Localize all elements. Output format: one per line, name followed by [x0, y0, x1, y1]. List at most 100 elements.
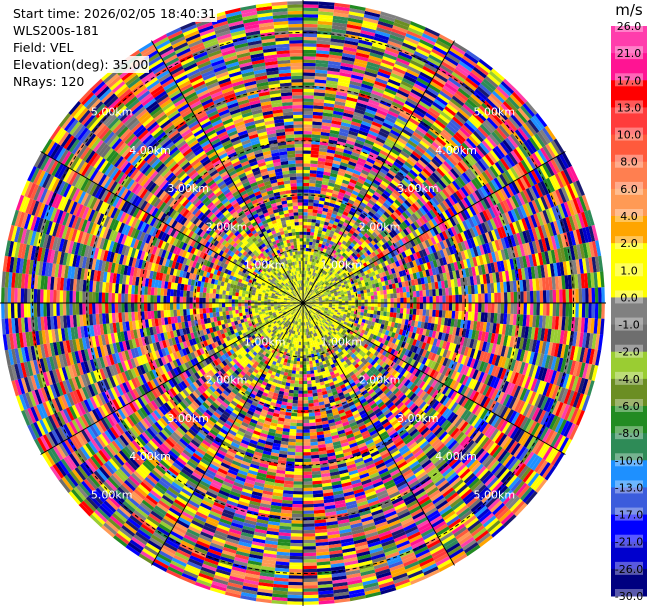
velocity-bin	[339, 206, 346, 212]
velocity-bin	[546, 290, 550, 303]
velocity-bin	[377, 306, 381, 312]
velocity-bin	[315, 242, 319, 247]
velocity-bin	[324, 93, 336, 98]
velocity-bin	[375, 30, 391, 38]
velocity-bin	[329, 202, 336, 208]
velocity-bin	[303, 238, 307, 242]
velocity-bin	[324, 161, 333, 167]
velocity-bin	[384, 298, 388, 303]
velocity-bin	[546, 303, 550, 316]
velocity-bin	[367, 309, 371, 314]
velocity-bin	[312, 127, 322, 132]
velocity-bin	[585, 288, 589, 303]
velocity-bin	[322, 270, 326, 275]
velocity-bin	[318, 11, 334, 16]
velocity-bin	[313, 235, 318, 240]
velocity-bin	[371, 299, 375, 303]
velocity-bin	[356, 160, 366, 167]
velocity-bin	[367, 306, 372, 311]
velocity-bin	[303, 215, 308, 219]
velocity-bin	[406, 97, 419, 107]
velocity-bin	[303, 299, 304, 303]
velocity-bin	[386, 307, 391, 313]
velocity-bin	[307, 274, 310, 278]
velocity-bin	[366, 202, 374, 209]
velocity-bin	[315, 252, 320, 257]
velocity-bin	[304, 293, 306, 297]
velocity-bin	[339, 188, 346, 194]
velocity-bin	[373, 161, 383, 168]
velocity-bin	[386, 81, 400, 90]
velocity-bin	[327, 225, 333, 231]
velocity-bin	[333, 12, 349, 18]
velocity-bin	[303, 43, 317, 47]
velocity-bin	[568, 303, 573, 318]
velocity-bin	[315, 262, 319, 267]
velocity-bin	[412, 86, 425, 95]
velocity-bin	[305, 244, 310, 249]
velocity-bin	[347, 213, 354, 219]
velocity-bin	[389, 34, 405, 43]
velocity-bin	[377, 298, 381, 303]
velocity-bin	[307, 218, 312, 223]
velocity-bin	[428, 83, 441, 94]
velocity-bin	[316, 170, 324, 175]
velocity-bin	[384, 159, 394, 167]
velocity-bin	[353, 187, 361, 194]
velocity-bin	[366, 175, 375, 183]
velocity-bin	[304, 264, 308, 268]
velocity-bin	[350, 124, 361, 131]
velocity-bin	[500, 303, 505, 314]
velocity-bin	[306, 225, 312, 229]
velocity-bin	[344, 36, 359, 43]
velocity-bin	[334, 180, 343, 186]
velocity-bin	[353, 169, 362, 176]
velocity-bin	[355, 105, 367, 112]
velocity-bin	[342, 222, 349, 228]
velocity-bin	[303, 33, 318, 38]
velocity-bin	[315, 56, 329, 61]
velocity-bin	[449, 47, 464, 58]
velocity-bin	[343, 237, 349, 243]
velocity-bin	[389, 312, 394, 318]
velocity-bin	[341, 214, 348, 220]
velocity-bin	[337, 209, 344, 214]
velocity-bin	[478, 293, 482, 303]
velocity-bin	[383, 90, 396, 99]
velocity-bin	[392, 123, 404, 132]
velocity-bin	[366, 157, 376, 165]
velocity-bin	[368, 130, 379, 137]
velocity-bin	[313, 105, 324, 110]
velocity-bin	[318, 264, 323, 269]
velocity-bin	[416, 103, 429, 113]
velocity-bin	[380, 11, 397, 19]
velocity-bin	[335, 177, 344, 183]
velocity-bin	[303, 98, 314, 102]
velocity-bin	[358, 39, 373, 46]
velocity-bin	[325, 256, 329, 261]
velocity-bin	[303, 296, 305, 300]
velocity-bin	[312, 238, 317, 243]
velocity-bin	[380, 307, 384, 312]
velocity-bin	[510, 292, 514, 303]
velocity-bin	[312, 255, 316, 260]
velocity-bin	[402, 147, 412, 156]
velocity-bin	[328, 179, 336, 184]
velocity-bin	[310, 150, 319, 155]
velocity-bin	[354, 166, 363, 173]
velocity-bin	[315, 239, 320, 244]
velocity-bin	[393, 293, 397, 299]
velocity-bin	[350, 218, 356, 224]
velocity-bin	[303, 53, 317, 57]
velocity-bin	[316, 213, 322, 218]
velocity-bin	[305, 260, 308, 265]
velocity-bin	[324, 267, 328, 272]
velocity-bin	[324, 96, 336, 101]
velocity-bin	[320, 138, 329, 143]
velocity-bin	[379, 65, 393, 73]
velocity-bin	[332, 210, 338, 216]
velocity-bin	[313, 262, 316, 266]
velocity-bin	[340, 161, 349, 168]
velocity-bin	[416, 303, 420, 310]
velocity-bin	[407, 27, 424, 37]
